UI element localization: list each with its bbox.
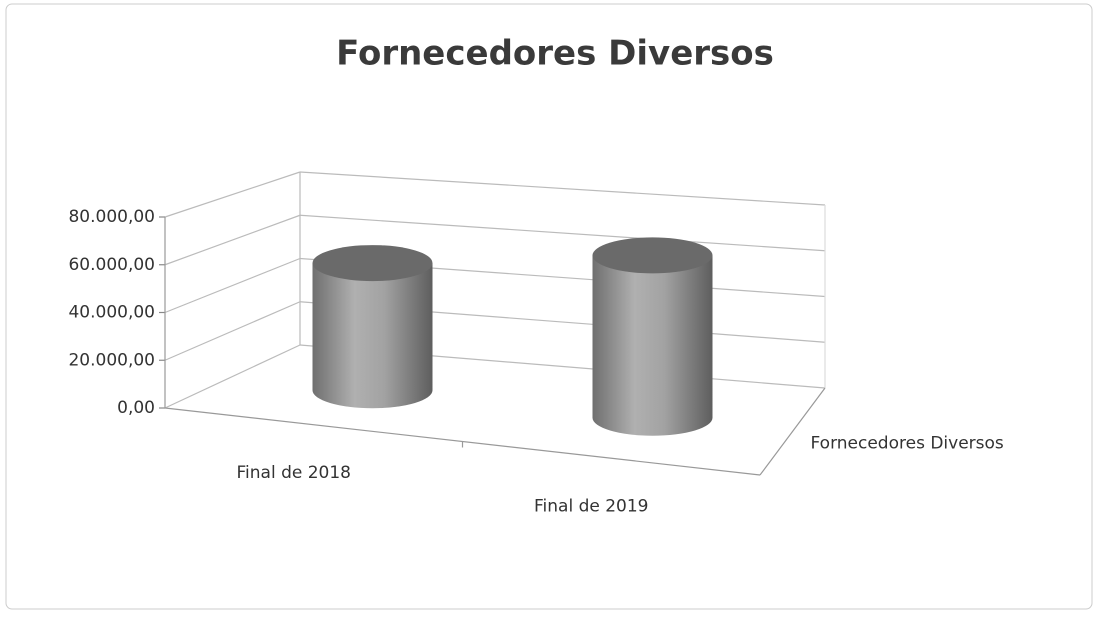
cylinder	[312, 245, 433, 409]
bar	[312, 263, 433, 409]
grid-line	[299, 214, 826, 252]
bar-top	[312, 245, 433, 282]
y-tick-label: 20.000,00	[68, 350, 155, 370]
chart-title: Fornecedores Diversos	[336, 34, 774, 74]
y-tick-label: 80.000,00	[68, 207, 155, 227]
cylinder	[592, 237, 713, 436]
x-tick-label: Final de 2018	[236, 463, 351, 483]
axis	[759, 387, 826, 476]
grid-line	[164, 257, 301, 314]
grid-line	[164, 171, 301, 218]
grid-line	[164, 344, 301, 409]
y-tick-label: 0,00	[117, 398, 155, 418]
y-tick-label: 40.000,00	[68, 303, 155, 323]
bar-top	[592, 237, 713, 274]
grid-line	[164, 301, 301, 361]
x-tick-label: Final de 2019	[534, 496, 649, 516]
series-label: Fornecedores Diversos	[811, 434, 1004, 454]
y-tick-label: 60.000,00	[68, 255, 155, 275]
grid-line	[299, 171, 826, 206]
grid-line	[164, 214, 301, 266]
bar	[592, 255, 713, 436]
chart-border	[5, 3, 1093, 610]
